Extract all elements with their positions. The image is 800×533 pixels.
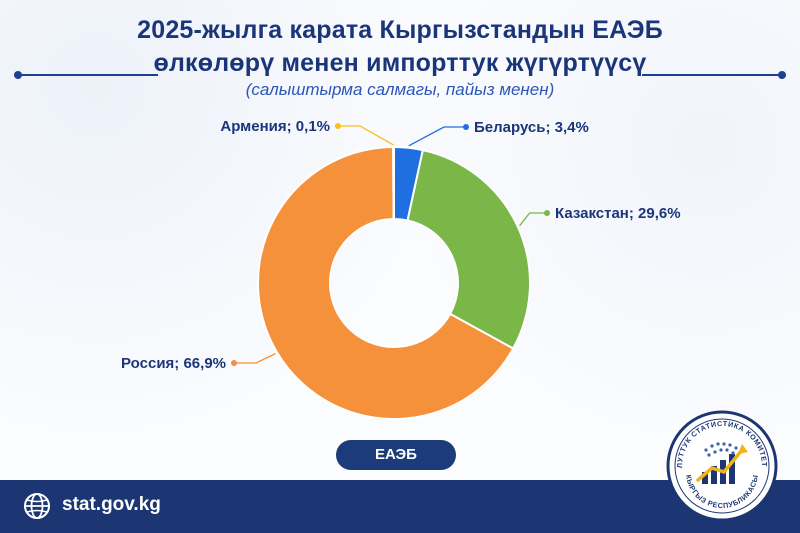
slice-label-армения: Армения; 0,1% <box>220 118 330 135</box>
leader-dot-беларусь <box>463 124 469 130</box>
chart-subtitle: (салыштырма салмагы, пайыз менен) <box>245 80 555 99</box>
slice-армения <box>392 145 395 221</box>
donut-chart: Беларусь; 3,4% Казакстан; 29,6% Россия; 66… <box>121 118 681 420</box>
slice-россия <box>257 145 515 420</box>
title-rule-left <box>14 71 158 79</box>
center-badge: ЕАЭБ <box>336 440 456 470</box>
leader-dot-казакстан <box>544 210 550 216</box>
chart-title-line-2: өлкөлөрү менен импорттук жүгүртүүсү <box>153 49 647 77</box>
footer-bar <box>0 480 800 533</box>
background <box>0 0 800 480</box>
leader-line-беларусь <box>408 126 466 147</box>
website-link[interactable]: stat.gov.kg <box>62 494 161 515</box>
slice-label-россия: Россия; 66,9% <box>121 355 226 372</box>
leader-line-россия <box>234 353 276 364</box>
leader-dot-россия <box>231 360 237 366</box>
slice-казакстан <box>406 148 531 350</box>
leader-dot-армения <box>335 123 341 129</box>
globe-icon <box>24 493 50 519</box>
slice-label-беларусь: Беларусь; 3,4% <box>474 119 589 136</box>
slice-label-казакстан: Казакстан; 29,6% <box>555 205 681 222</box>
chart-title-line-1: 2025-жылга карата Кыргызстандын ЕАЭБ <box>137 16 663 44</box>
leader-line-казакстан <box>519 212 547 227</box>
title-rule-right <box>642 71 786 79</box>
statistics-committee-logo: УЛУТТУК СТАТИСТИКА КОМИТЕТИ КЫРГЫЗ РЕСПУ… <box>666 410 778 522</box>
leader-line-армения <box>338 125 394 146</box>
